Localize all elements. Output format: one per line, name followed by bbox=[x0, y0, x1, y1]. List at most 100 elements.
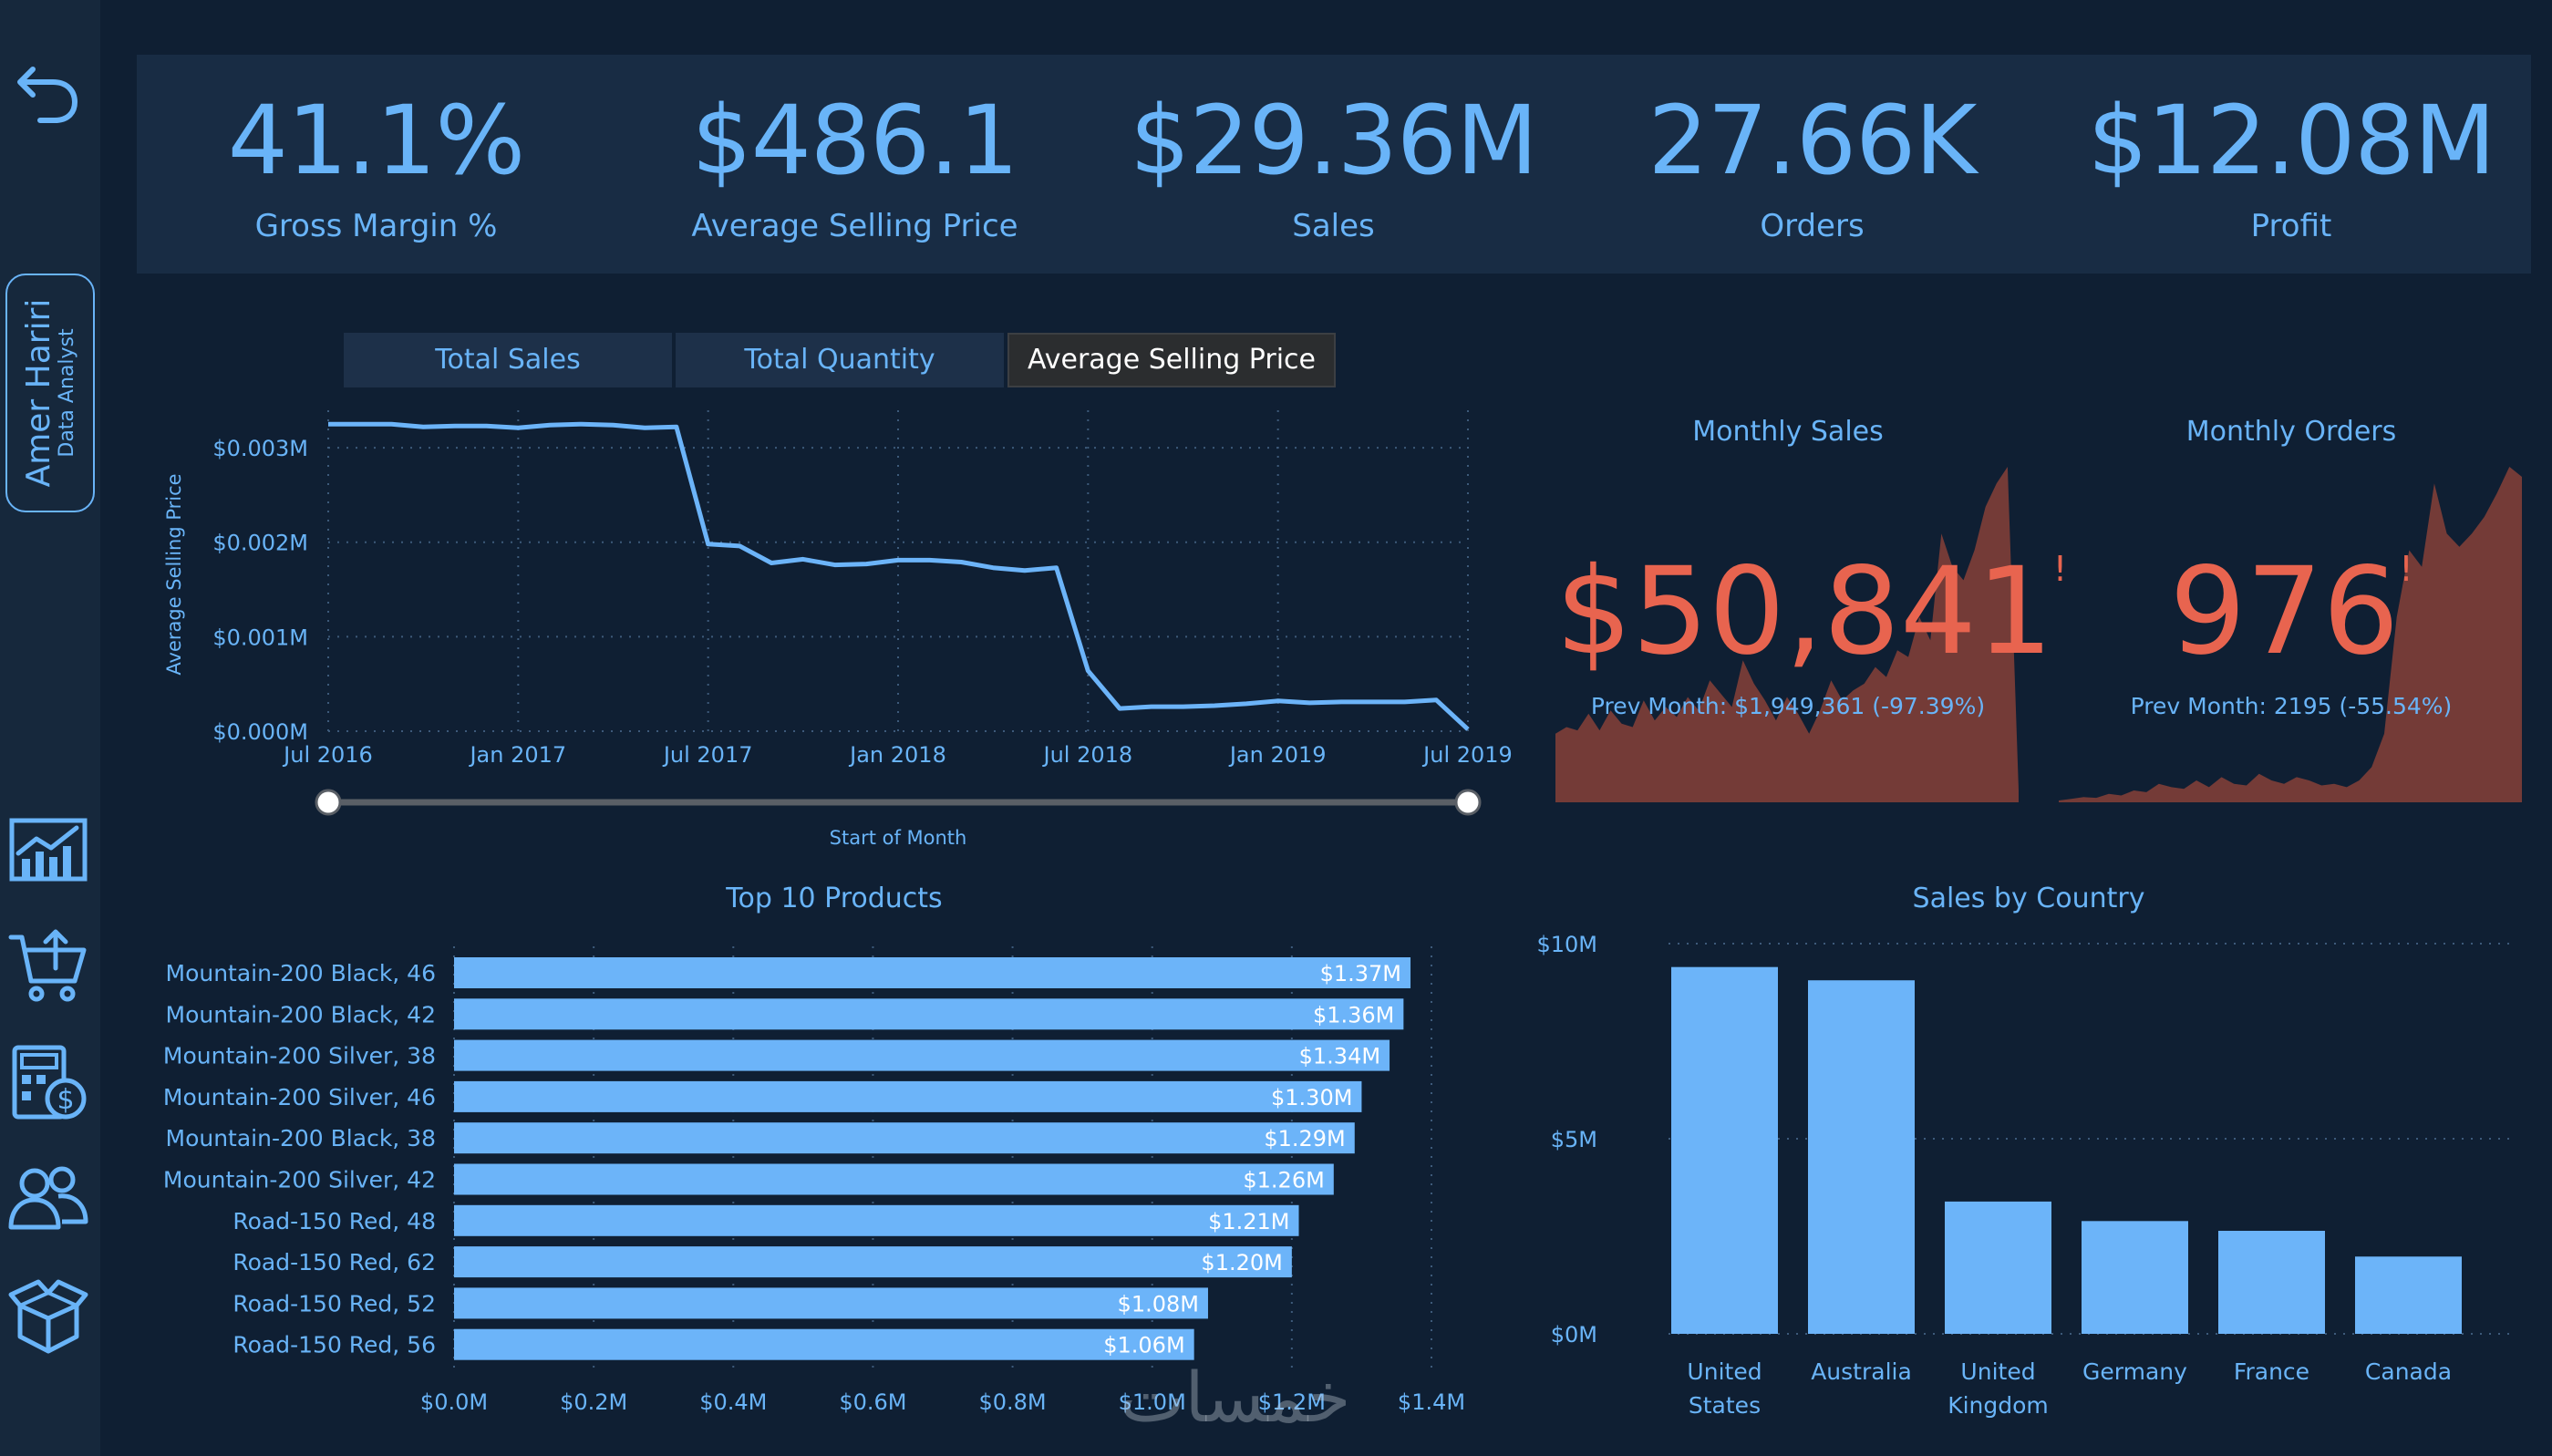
top-products-chart: Top 10 Products $0.0M $0.2M $0.4M $0.6M $0.8M… bbox=[163, 883, 1465, 1415]
category-label: United bbox=[1687, 1358, 1762, 1385]
category-label: States bbox=[1689, 1392, 1761, 1419]
profile-name: Amer Hariri bbox=[20, 298, 57, 488]
kpi-profit: $12.08M Profit bbox=[2051, 55, 2531, 274]
svg-text:$: $ bbox=[57, 1084, 74, 1116]
category-label: Road-150 Red, 48 bbox=[232, 1208, 436, 1234]
profile-badge[interactable]: Amer Hariri Data Analyst bbox=[5, 274, 95, 512]
kpi-label: Average Selling Price bbox=[691, 208, 1018, 244]
bar bbox=[1808, 980, 1915, 1334]
kpi-value: 27.66K bbox=[1648, 85, 1978, 196]
monthly-sales-area-chart bbox=[1555, 467, 2019, 802]
category-label: Germany bbox=[2082, 1358, 2187, 1385]
category-label: Road-150 Red, 56 bbox=[232, 1332, 436, 1358]
sales-by-country-chart: Sales by Country $0M $5M $10M United States Au… bbox=[1536, 883, 2516, 1419]
sidebar: Amer Hariri Data Analyst bbox=[0, 0, 100, 1456]
kpi-average-selling-price: $486.1 Average Selling Price bbox=[615, 55, 1094, 274]
category-label: United bbox=[1960, 1358, 2035, 1385]
chart-title: Top 10 Products bbox=[725, 883, 942, 914]
y-tick-label: $0.002M bbox=[212, 531, 308, 556]
monthly-orders-alert-icon: ! bbox=[2399, 549, 2413, 589]
kpi-label: Profit bbox=[2250, 208, 2332, 244]
bar bbox=[454, 1204, 1299, 1236]
profile-role: Data Analyst bbox=[56, 328, 78, 458]
line-chart-icon[interactable] bbox=[7, 811, 89, 893]
x-tick-label: Jan 2019 bbox=[1228, 742, 1327, 768]
bar bbox=[454, 1328, 1194, 1360]
bar bbox=[454, 998, 1404, 1030]
kpi-label: Gross Margin % bbox=[254, 208, 498, 244]
tab-total-sales[interactable]: Total Sales bbox=[344, 333, 672, 387]
tab-total-quantity[interactable]: Total Quantity bbox=[676, 333, 1004, 387]
category-label: Road-150 Red, 52 bbox=[232, 1290, 436, 1317]
x-tick-label: $0.0M bbox=[420, 1389, 488, 1415]
category-label: Australia bbox=[1811, 1358, 1912, 1385]
kpi-value: $486.1 bbox=[691, 85, 1019, 196]
x-tick-label: Jan 2018 bbox=[848, 742, 946, 768]
category-label: Kingdom bbox=[1948, 1392, 2049, 1419]
category-label: Mountain-200 Black, 38 bbox=[166, 1125, 437, 1151]
bar bbox=[1671, 966, 1778, 1334]
kpi-value: $29.36M bbox=[1130, 85, 1538, 196]
monthly-orders-area-chart bbox=[2059, 467, 2522, 802]
category-label: Mountain-200 Silver, 42 bbox=[163, 1167, 436, 1193]
shopping-cart-icon[interactable] bbox=[7, 926, 89, 1008]
calculator-dollar-icon[interactable]: $ bbox=[7, 1042, 89, 1124]
bar bbox=[1945, 1201, 2051, 1334]
slider-handle-end bbox=[1454, 789, 1482, 816]
area-series bbox=[2059, 467, 2522, 802]
chart-title: Sales by Country bbox=[1913, 883, 2145, 914]
bar bbox=[2355, 1256, 2462, 1334]
kpi-value: $12.08M bbox=[2087, 85, 2496, 196]
y-tick-label: $0M bbox=[1551, 1322, 1597, 1348]
data-label: $1.08M bbox=[1118, 1291, 1199, 1317]
data-label: $1.34M bbox=[1299, 1044, 1380, 1069]
y-tick-label: $5M bbox=[1551, 1127, 1597, 1152]
x-tick-label: $0.4M bbox=[699, 1389, 767, 1415]
users-icon[interactable] bbox=[7, 1158, 89, 1240]
open-box-icon[interactable] bbox=[7, 1275, 89, 1357]
monthly-orders-prev: Prev Month: 2195 (-55.54%) bbox=[2130, 693, 2453, 719]
x-tick-label: Jul 2017 bbox=[662, 742, 753, 768]
x-tick-label: $1.2M bbox=[1258, 1389, 1326, 1415]
monthly-sales-card: $50,841! bbox=[1555, 552, 2067, 672]
kpi-gross-margin: 41.1% Gross Margin % bbox=[137, 55, 615, 274]
x-tick-label: Jul 2016 bbox=[282, 742, 373, 768]
category-label: Mountain-200 Silver, 38 bbox=[163, 1043, 436, 1069]
bar bbox=[454, 957, 1411, 988]
y-tick-label: $0.001M bbox=[212, 625, 308, 650]
bar bbox=[454, 1287, 1208, 1319]
x-tick-label: $0.2M bbox=[560, 1389, 627, 1415]
monthly-sales-title: Monthly Sales bbox=[1692, 416, 1884, 448]
x-tick-label: $1.4M bbox=[1398, 1389, 1465, 1415]
x-tick-label: Jul 2019 bbox=[1421, 742, 1513, 768]
category-label: Canada bbox=[2365, 1358, 2452, 1385]
data-label: $1.06M bbox=[1103, 1333, 1184, 1358]
x-tick-label: $1.0M bbox=[1119, 1389, 1186, 1415]
y-tick-label: $0.003M bbox=[212, 436, 308, 461]
x-tick-label: Jul 2018 bbox=[1041, 742, 1132, 768]
tab-average-selling-price[interactable]: Average Selling Price bbox=[1007, 333, 1336, 387]
undo-arrow-icon[interactable] bbox=[13, 58, 82, 128]
monthly-sales-prev: Prev Month: $1,949,361 (-97.39%) bbox=[1590, 693, 1986, 719]
slider-handle-start bbox=[315, 789, 342, 816]
category-label: Mountain-200 Silver, 46 bbox=[163, 1084, 436, 1110]
x-tick-label: Jan 2017 bbox=[468, 742, 566, 768]
category-label: Mountain-200 Black, 42 bbox=[166, 1001, 437, 1027]
x-tick-label: $0.6M bbox=[839, 1389, 906, 1415]
kpi-sales: $29.36M Sales bbox=[1094, 55, 1573, 274]
kpi-value: 41.1% bbox=[227, 85, 525, 196]
y-axis-title: Average Selling Price bbox=[163, 473, 185, 675]
monthly-sales-alert-icon: ! bbox=[2052, 549, 2068, 589]
x-tick-label: $0.8M bbox=[978, 1389, 1046, 1415]
monthly-sales-value: $50,841 bbox=[1555, 542, 2053, 682]
category-label: France bbox=[2234, 1358, 2309, 1385]
monthly-orders-title: Monthly Orders bbox=[2185, 416, 2397, 448]
bar bbox=[454, 1039, 1390, 1071]
monthly-orders-value: 976 bbox=[2169, 542, 2400, 682]
bar bbox=[454, 1122, 1355, 1154]
area-series bbox=[1555, 467, 2019, 802]
kpi-label: Orders bbox=[1760, 208, 1865, 244]
trend-line-chart: $0.000M $0.001M $0.002M $0.003M Jul 2016 Jan … bbox=[163, 410, 1513, 849]
monthly-orders-card: 976! bbox=[2059, 552, 2524, 672]
data-label: $1.36M bbox=[1313, 1002, 1394, 1027]
